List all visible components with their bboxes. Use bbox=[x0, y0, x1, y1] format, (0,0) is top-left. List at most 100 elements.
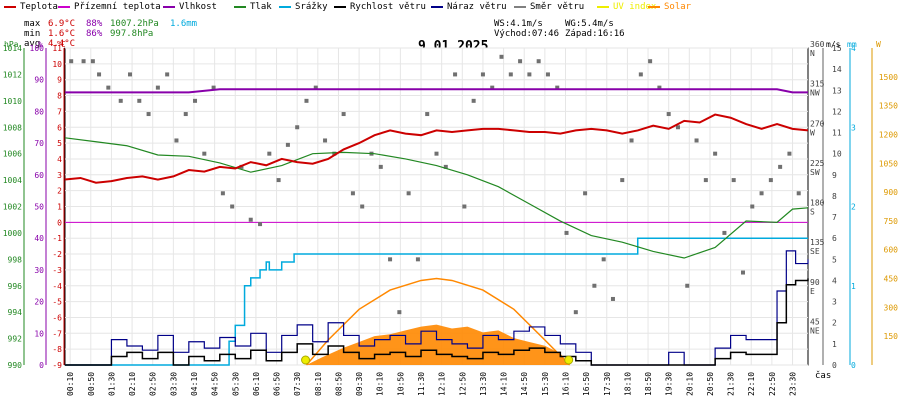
legend-swatch bbox=[514, 5, 526, 8]
wind-dir-point bbox=[778, 164, 783, 169]
legend-swatch bbox=[279, 5, 291, 8]
axis-tick-dir-card: W bbox=[810, 128, 815, 137]
axis-tick-w: 450 bbox=[884, 275, 899, 284]
x-tick-label: 06:10 bbox=[252, 372, 261, 396]
wind-dir-point bbox=[360, 204, 365, 209]
wind-dir-point bbox=[499, 54, 504, 59]
axis-tick-pct: 100 bbox=[30, 44, 45, 53]
wind-dir-point bbox=[648, 59, 653, 64]
x-tick-label: 16:50 bbox=[582, 372, 591, 396]
wind-dir-point bbox=[128, 72, 133, 77]
wind-dir-point bbox=[731, 178, 736, 183]
axis-tick-degc: 6 bbox=[57, 123, 62, 132]
x-tick-label: 02:50 bbox=[149, 372, 158, 396]
axis-tick-degc: 4 bbox=[57, 155, 62, 164]
axis-tick-pct: 70 bbox=[34, 139, 44, 148]
wind-dir-point bbox=[694, 138, 699, 143]
wind-dir-point bbox=[480, 72, 485, 77]
wind-dir-point bbox=[378, 164, 383, 169]
legend-swatch bbox=[4, 5, 16, 8]
x-tick-label: 18:50 bbox=[644, 372, 653, 396]
wind-dir-point bbox=[174, 138, 179, 143]
max-rain: 1.6mm bbox=[170, 19, 198, 29]
axis-tick-dir-card: E bbox=[810, 287, 815, 296]
wind-dir-point bbox=[592, 283, 597, 288]
axis-tick-w: 150 bbox=[884, 332, 899, 341]
axis-title-time: čas bbox=[815, 370, 831, 381]
axis-tick-degc: -9 bbox=[52, 361, 62, 370]
axis-tick-dir-card: SE bbox=[810, 247, 820, 256]
x-tick-label: 00:10 bbox=[66, 372, 75, 396]
x-tick-label: 05:30 bbox=[231, 372, 240, 396]
legend-label: Teplota bbox=[20, 2, 58, 12]
x-tick-label: 02:10 bbox=[128, 372, 137, 396]
axis-tick-degc: 2 bbox=[57, 187, 62, 196]
legend: Teplota Přízemní teplota Vlhkost Tlak Srážky… bbox=[0, 0, 900, 16]
wind-dir-point bbox=[285, 142, 290, 147]
axis-tick-hpa: 1004 bbox=[3, 176, 22, 185]
axis-tick-pct: 10 bbox=[34, 329, 44, 338]
axis-tick-degc: 1 bbox=[57, 203, 62, 212]
legend-label: Náraz větru bbox=[447, 2, 507, 12]
axis-tick-pct: 90 bbox=[34, 76, 44, 85]
min-press: 997.8hPa bbox=[110, 29, 154, 39]
max-hum: 88% bbox=[86, 19, 103, 29]
wind-dir-point bbox=[583, 191, 588, 196]
axis-tick-hpa: 990 bbox=[8, 361, 23, 370]
wind-dir-point bbox=[267, 151, 272, 156]
axis-tick-dir: 180 bbox=[810, 199, 825, 208]
x-tick-label: 03:30 bbox=[169, 372, 178, 396]
x-tick-label: 06:50 bbox=[273, 372, 282, 396]
axis-tick-degc: -5 bbox=[52, 298, 62, 307]
axis-tick-dir: 360 bbox=[810, 40, 825, 49]
axis-tick-dir-card: NW bbox=[810, 89, 820, 98]
legend-label: Směr větru bbox=[530, 2, 585, 12]
axis-tick-pct: 0 bbox=[39, 361, 44, 370]
axis-tick-degc: 8 bbox=[57, 92, 62, 101]
wind-dir-point bbox=[573, 310, 578, 315]
wind-dir-point bbox=[118, 98, 123, 103]
max-label: max bbox=[24, 19, 41, 29]
wind-dir-point bbox=[332, 151, 337, 156]
axis-tick-hpa: 1000 bbox=[3, 229, 22, 238]
axis-tick-hpa: 1012 bbox=[3, 70, 22, 79]
wind-dir-point bbox=[106, 85, 111, 90]
axis-tick-hpa: 996 bbox=[8, 282, 23, 291]
wind-dir-point bbox=[759, 191, 764, 196]
wind-dir-point bbox=[220, 191, 225, 196]
wind-dir-point bbox=[620, 178, 625, 183]
wind-dir-point bbox=[527, 72, 532, 77]
axis-title-degc: °C bbox=[56, 40, 66, 49]
axis-tick-dir: 45 bbox=[810, 317, 820, 326]
axis-tick-dir-card: NE bbox=[810, 326, 820, 335]
legend-label: Rychlost větru bbox=[350, 2, 426, 12]
axis-title-hpa: hPa bbox=[4, 40, 19, 49]
wind-dir-point bbox=[462, 204, 467, 209]
legend-label: UV index bbox=[613, 2, 657, 12]
legend-label: Solar bbox=[664, 2, 692, 12]
x-tick-label: 10:10 bbox=[376, 372, 385, 396]
wind-dir-point bbox=[97, 72, 102, 77]
wind-dir-point bbox=[536, 59, 541, 64]
max-press: 1007.2hPa bbox=[110, 19, 159, 29]
axis-tick-ms: 8 bbox=[832, 192, 837, 201]
axis-tick-w: 900 bbox=[884, 188, 899, 197]
wind-dir-point bbox=[313, 85, 318, 90]
x-tick-label: 20:10 bbox=[685, 372, 694, 396]
axis-tick-ms: 7 bbox=[832, 213, 837, 222]
sunset-time: Západ:16:16 bbox=[565, 29, 625, 39]
wind-dir-point bbox=[258, 222, 263, 227]
legend-label: Tlak bbox=[250, 2, 272, 12]
axis-title-ms: m/s bbox=[826, 40, 841, 49]
axis-tick-w: 1050 bbox=[879, 159, 898, 168]
axis-tick-pct: 80 bbox=[34, 107, 44, 116]
axis-title-mm: mm bbox=[847, 40, 857, 49]
x-tick-label: 09:30 bbox=[355, 372, 364, 396]
legend-item: Směr větru bbox=[514, 2, 584, 12]
axis-tick-w: 1500 bbox=[879, 73, 898, 82]
wind-dir-point bbox=[722, 230, 727, 235]
wind-dir-point bbox=[453, 72, 458, 77]
legend-item: UV index bbox=[597, 2, 656, 12]
wind-speed-line bbox=[65, 278, 809, 366]
axis-tick-pct: 20 bbox=[34, 298, 44, 307]
